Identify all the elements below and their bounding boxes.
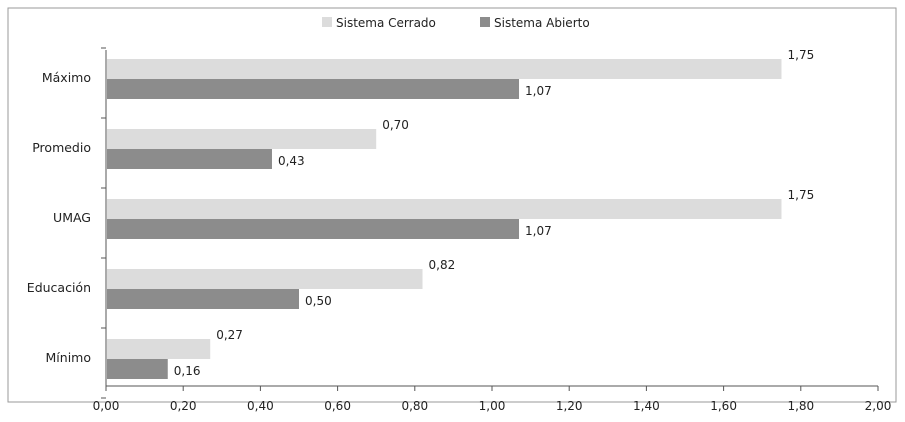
x-axis-ticks: 0,00 0,20 0,40 0,60 0,80 1,00 1,20 1,40 …: [93, 386, 892, 413]
x-tick-label: 2,00: [865, 399, 892, 413]
value-label-sistema-abierto: 0,16: [174, 364, 201, 378]
x-tick-label: 0,80: [401, 399, 428, 413]
category-labels: Máximo Promedio UMAG Educación Mínimo: [27, 70, 91, 365]
bars: [107, 59, 782, 379]
value-label-sistema-cerrado: 0,70: [382, 118, 409, 132]
bar-sistema-cerrado: [107, 129, 377, 149]
value-label-sistema-abierto: 1,07: [525, 224, 552, 238]
value-label-sistema-abierto: 0,50: [305, 294, 332, 308]
category-label: Máximo: [42, 70, 91, 85]
x-tick-label: 1,20: [556, 399, 583, 413]
bar-sistema-abierto: [107, 79, 520, 99]
legend: Sistema Cerrado Sistema Abierto: [322, 16, 590, 30]
value-label-sistema-cerrado: 0,82: [429, 258, 456, 272]
legend-swatch-sistema-cerrado: [322, 17, 332, 27]
x-tick-label: 1,60: [710, 399, 737, 413]
bar-sistema-cerrado: [107, 269, 423, 289]
x-tick-label: 1,40: [633, 399, 660, 413]
value-label-sistema-abierto: 0,43: [278, 154, 305, 168]
x-tick-label: 0,40: [247, 399, 274, 413]
x-tick-label: 1,00: [479, 399, 506, 413]
value-label-sistema-abierto: 1,07: [525, 84, 552, 98]
value-label-sistema-cerrado: 0,27: [216, 328, 243, 342]
bar-sistema-cerrado: [107, 339, 211, 359]
bar-value-labels: 1,75 1,07 0,70 0,43 1,75 1,07 0,82 0,50 …: [174, 48, 814, 378]
category-label: Educación: [27, 280, 91, 295]
bar-sistema-abierto: [107, 289, 299, 309]
bar-sistema-abierto: [107, 219, 520, 239]
x-tick-label: 0,60: [324, 399, 351, 413]
chart-border: [7, 7, 897, 403]
category-label: Promedio: [32, 140, 91, 155]
x-tick-label: 0,00: [93, 399, 120, 413]
category-label: Mínimo: [46, 350, 91, 365]
value-label-sistema-cerrado: 1,75: [788, 188, 815, 202]
legend-swatch-sistema-abierto: [480, 17, 490, 27]
bar-sistema-cerrado: [107, 199, 782, 219]
bar-sistema-abierto: [107, 149, 272, 169]
legend-label-sistema-cerrado: Sistema Cerrado: [336, 16, 436, 30]
x-tick-label: 0,20: [170, 399, 197, 413]
category-label: UMAG: [53, 210, 91, 225]
bar-sistema-abierto: [107, 359, 168, 379]
value-label-sistema-cerrado: 1,75: [788, 48, 815, 62]
legend-label-sistema-abierto: Sistema Abierto: [494, 16, 590, 30]
x-tick-label: 1,80: [787, 399, 814, 413]
bar-sistema-cerrado: [107, 59, 782, 79]
